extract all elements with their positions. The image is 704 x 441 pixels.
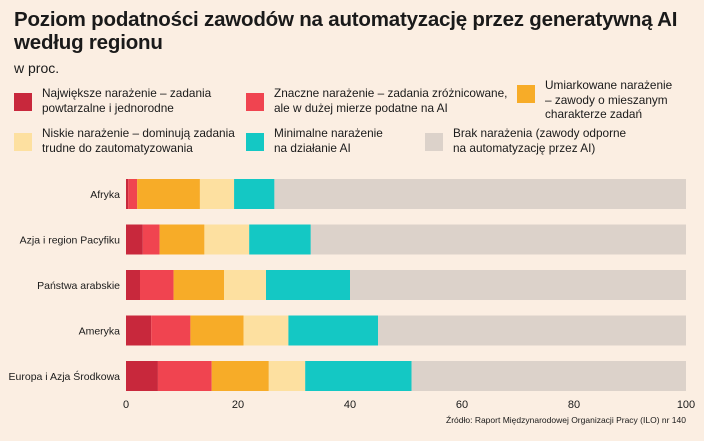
bar-segment [151,315,191,346]
bar-segment [190,315,244,346]
bar-segment [159,224,205,255]
bar-segment [378,315,686,346]
bar-segment [266,270,350,300]
bar-segment [350,270,686,300]
bar-segment [137,179,200,209]
bar-segment [274,179,686,209]
bar-segment [234,179,275,209]
bar-segment [128,179,138,209]
bar-segment [204,224,250,255]
bar-segment [142,224,160,255]
legend-item-low: Niskie narażenie – dominują zadania trud… [14,126,235,155]
category-label: Państwa arabskie [37,280,120,292]
bar-segment [126,224,143,255]
legend-label: Największe narażenie – zadania powtarzal… [42,86,212,115]
legend-label: Brak narażenia (zawody odporne na automa… [453,126,627,155]
category-label: Europa i Azja Środkowa [9,370,121,383]
x-tick-label: 100 [677,399,695,411]
bar-segment [211,361,269,391]
legend-swatch [425,133,443,151]
category-label: Afryka [90,189,120,201]
legend-item-highest: Największe narażenie – zadania powtarzal… [14,86,211,115]
bar-segment [310,224,686,255]
bar-segment [224,270,266,300]
chart-title: Poziom podatności zawodów na automatyzac… [14,8,678,54]
legend-label: Znaczne narażenie – zadania zróżnicowane… [274,86,508,115]
x-tick-label: 20 [232,399,244,411]
bar-segment [411,361,686,391]
legend-swatch [246,133,264,151]
legend-swatch [14,93,32,111]
legend-swatch [517,85,535,103]
source-note: Źródło: Raport Międzynarodowej Organizac… [446,415,686,425]
x-tick-label: 60 [456,399,468,411]
bar-segment [199,179,235,209]
bar-segment [126,179,129,209]
bar-segment [126,270,140,300]
category-label: Ameryka [79,326,121,338]
legend-item-significant: Znaczne narażenie – zadania zróżnicowane… [246,86,507,115]
bar-segment [288,315,378,346]
chart-subtitle: w proc. [14,60,60,76]
bar-segment [140,270,174,300]
bar-segment [157,361,212,391]
legend-swatch [14,133,32,151]
bar-segment [305,361,412,391]
legend-label: Minimalne narażenie na działanie AI [274,126,383,155]
bar-segment [126,361,158,391]
bar-segment [268,361,306,391]
x-tick-label: 40 [344,399,356,411]
legend-swatch [246,93,264,111]
bar-segment [249,224,311,255]
bar-segment [126,315,152,346]
x-tick-label: 0 [123,399,129,411]
x-tick-label: 80 [568,399,580,411]
legend-label: Umiarkowane narażenie – zawody o mieszan… [545,78,673,121]
bar-segment [243,315,289,346]
legend-label: Niskie narażenie – dominują zadania trud… [42,126,235,155]
legend-item-none: Brak narażenia (zawody odporne na automa… [425,126,626,155]
legend-item-minimal: Minimalne narażenie na działanie AI [246,126,383,155]
legend-item-moderate: Umiarkowane narażenie – zawody o mieszan… [517,78,672,122]
bar-segment [173,270,224,300]
category-label: Azja i region Pacyfiku [20,235,121,247]
